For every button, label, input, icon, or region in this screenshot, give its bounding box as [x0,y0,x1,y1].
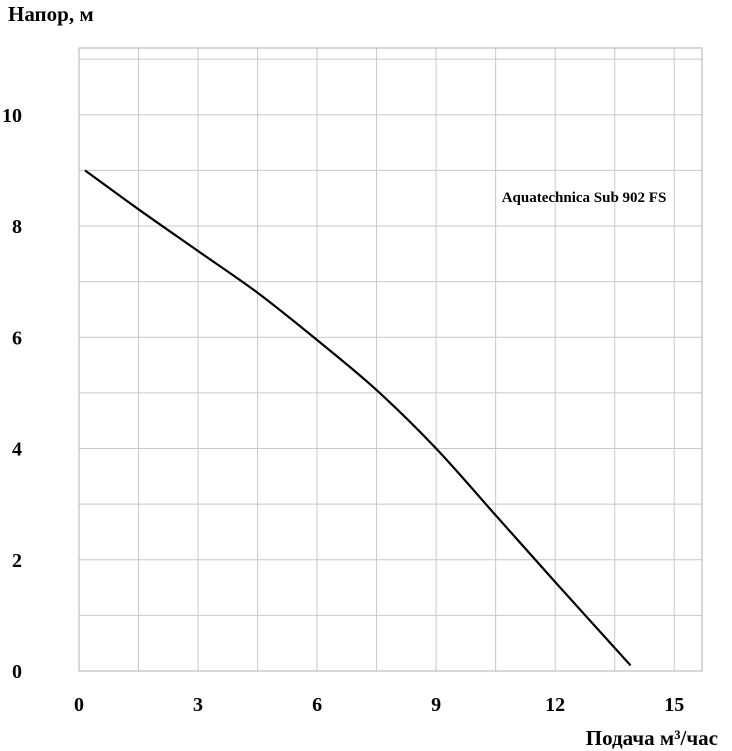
x-tick-label: 3 [193,694,203,716]
y-tick-label: 0 [12,661,22,683]
x-tick-label: 12 [545,694,565,716]
x-tick-label: 0 [74,694,84,716]
y-tick-label: 10 [2,105,22,127]
y-tick-label: 4 [12,439,22,461]
x-tick-label: 15 [664,694,684,716]
y-axis-label: Напор, м [8,2,94,26]
x-axis-label: Подача м³/час [585,726,718,750]
x-tick-label: 9 [431,694,441,716]
y-tick-label: 8 [12,216,22,238]
performance-curve [84,169,632,667]
y-tick-label: 2 [12,550,22,572]
x-tick-label: 6 [312,694,322,716]
model-annotation: Aquatechnica Sub 902 FS [502,190,667,206]
y-tick-label: 6 [12,327,22,349]
plot-frame [78,47,703,672]
